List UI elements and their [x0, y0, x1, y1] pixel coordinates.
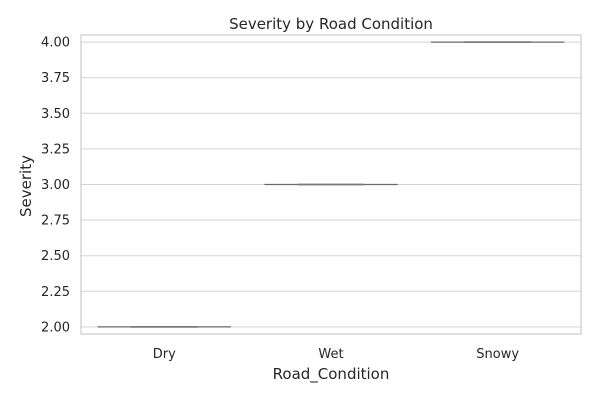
plot-frame	[80, 34, 582, 335]
y-tick-label: 4.00	[41, 36, 70, 51]
mark-layer	[97, 41, 565, 328]
x-tick-label: Snowy	[476, 347, 519, 362]
y-tick-label: 3.00	[41, 178, 70, 193]
y-tick-label: 3.50	[41, 107, 70, 122]
y-tick-layer: 2.00 2.25 2.50 2.75 3.00 3.25 3.50 3.75 4.00	[41, 36, 70, 336]
y-tick-label: 3.25	[41, 142, 70, 157]
y-tick-label: 3.75	[41, 71, 70, 86]
x-tick-label: Dry	[153, 347, 176, 362]
x-axis-label: Road_Condition	[273, 365, 390, 384]
y-tick-label: 2.75	[41, 214, 70, 229]
x-tick-label: Wet	[318, 347, 343, 362]
y-tick-label: 2.50	[41, 249, 70, 264]
y-tick-label: 2.00	[41, 320, 70, 335]
x-tick-layer: Dry Wet Snowy	[153, 347, 520, 362]
y-tick-label: 2.25	[41, 285, 70, 300]
y-axis-label: Severity	[17, 155, 35, 217]
chart-title: Severity by Road Condition	[229, 15, 433, 33]
